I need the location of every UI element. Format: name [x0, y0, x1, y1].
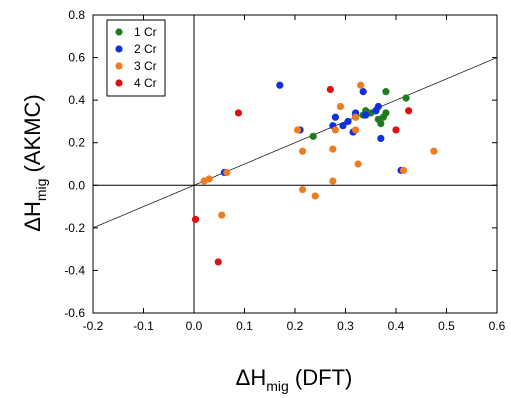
reference-line: [92, 57, 498, 229]
data-point: [331, 113, 339, 121]
plot-area: -0.2 -0.1 0.0 0.1 0.2 0.3 0.4 0.5 0.6 -0.6 -0.4 -0.…: [64, 8, 505, 333]
x-tick-label: 0.6: [489, 319, 506, 333]
x-axis-title-suffix: (DFT): [289, 365, 353, 390]
data-point: [339, 122, 347, 130]
data-point: [382, 109, 390, 117]
y-tick-label: 0.4: [68, 93, 85, 107]
x-axis-title: ΔHmig (DFT): [236, 365, 353, 394]
x-tick-label: -0.1: [133, 319, 154, 333]
y-tick-label: 0.0: [68, 178, 85, 192]
series-3: [200, 81, 438, 219]
x-tick-label: 0.2: [287, 319, 304, 333]
legend-marker: [115, 62, 123, 70]
x-tick-label: 0.1: [236, 319, 253, 333]
data-point: [329, 145, 337, 153]
legend-marker: [115, 79, 123, 87]
y-axis-title: ΔHmig (AKMC): [20, 94, 49, 231]
data-point: [377, 134, 385, 143]
data-point: [402, 94, 410, 102]
data-point: [293, 126, 302, 134]
data-point: [205, 175, 213, 183]
y-tick-label: 0.8: [68, 8, 85, 22]
legend-marker: [115, 45, 123, 53]
data-point: [298, 147, 307, 155]
data-point: [344, 117, 352, 126]
data-point: [362, 111, 370, 119]
data-point: [377, 119, 385, 128]
y-tick-label: -0.4: [64, 263, 85, 277]
x-tick-label: 0.4: [388, 319, 405, 333]
data-point: [405, 107, 413, 115]
legend-label: 1 Cr: [134, 25, 157, 39]
data-point: [392, 126, 400, 134]
y-tick-label: 0.2: [68, 136, 85, 150]
x-axis-title-prefix: ΔH: [236, 365, 267, 390]
data-point: [331, 126, 339, 134]
data-point: [354, 160, 362, 168]
data-point: [223, 168, 231, 177]
data-point: [374, 102, 382, 111]
data-point: [311, 192, 319, 200]
x-tick-label: 0.3: [337, 319, 354, 333]
y-axis-title-suffix: (AKMC): [20, 94, 45, 178]
y-axis-title-prefix: ΔH: [20, 201, 45, 232]
y-tick-label: 0.6: [68, 51, 85, 65]
data-point: [309, 132, 317, 140]
legend: 1 Cr 2 Cr 3 Cr 4 Cr: [106, 19, 166, 97]
data-point: [430, 147, 438, 155]
data-point: [382, 88, 390, 96]
y-tick-label: -0.2: [64, 221, 85, 235]
y-tick-label: -0.6: [64, 306, 85, 320]
data-point: [326, 85, 334, 94]
x-tick-label: 0.0: [186, 319, 203, 333]
data-point: [218, 211, 226, 219]
data-point: [214, 258, 222, 266]
data-point: [336, 102, 345, 111]
data-point: [359, 88, 367, 96]
data-point: [357, 81, 365, 89]
legend-label: 2 Cr: [134, 42, 157, 56]
data-point: [191, 215, 200, 223]
data-point: [298, 185, 307, 194]
data-point: [329, 177, 337, 185]
y-axis-title-subscript: mig: [33, 179, 49, 202]
x-tick-label: -0.2: [83, 319, 104, 333]
data-point: [399, 166, 408, 174]
data-point: [352, 126, 360, 134]
legend-label: 4 Cr: [134, 76, 157, 90]
legend-marker: [115, 28, 123, 36]
data-point: [276, 81, 284, 89]
data-point: [234, 109, 243, 117]
legend-label: 3 Cr: [134, 59, 157, 73]
data-point: [352, 113, 360, 121]
x-axis-title-subscript: mig: [266, 378, 289, 394]
series-4: [191, 85, 413, 266]
x-tick-label: 0.5: [438, 319, 455, 333]
